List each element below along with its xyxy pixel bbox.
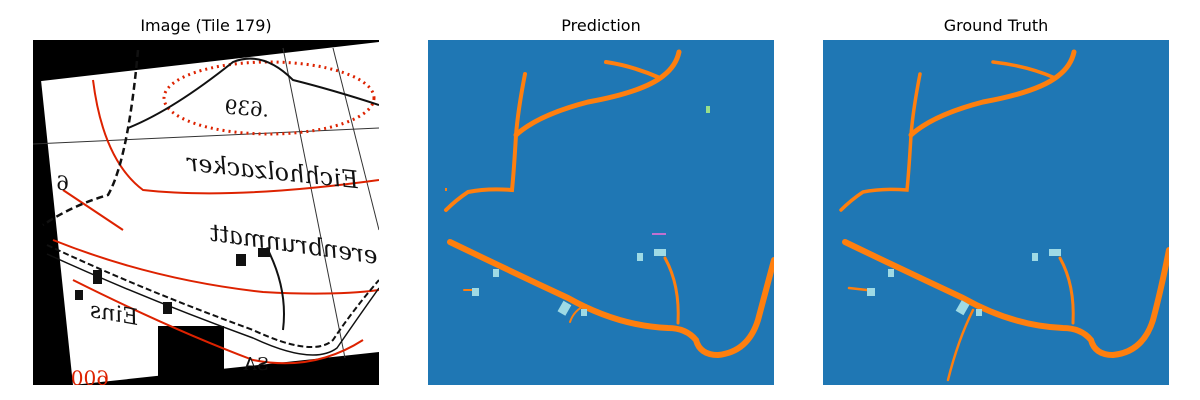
- map-image: .639 Eichholzacker erenbrunmatt Eins 6 S…: [33, 40, 379, 385]
- ground-truth-panel: Ground Truth: [823, 0, 1169, 400]
- prediction-panel-title: Prediction: [561, 16, 641, 35]
- prediction-mask: [428, 40, 774, 385]
- prediction-panel: Prediction: [428, 0, 774, 400]
- map-image-svg: .639 Eichholzacker erenbrunmatt Eins 6 S…: [33, 40, 379, 385]
- map-label-sa: SA: [243, 354, 269, 375]
- map-label-600: 600: [71, 366, 109, 385]
- prediction-mask-svg: [428, 40, 774, 385]
- image-panel-title: Image (Tile 179): [140, 16, 272, 35]
- ground-truth-panel-title: Ground Truth: [943, 16, 1049, 35]
- ground-truth-mask: [823, 40, 1169, 385]
- image-panel: Image (Tile 179): [33, 0, 379, 400]
- map-label-639: .639: [224, 95, 270, 122]
- ground-truth-mask-svg: [823, 40, 1169, 385]
- map-label-6: 6: [56, 171, 69, 195]
